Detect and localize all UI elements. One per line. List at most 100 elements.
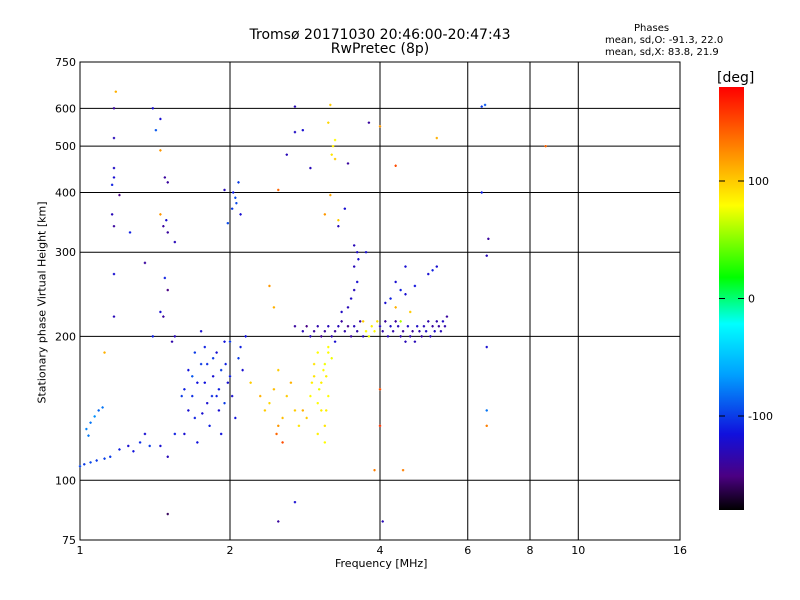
data-point xyxy=(301,330,305,333)
data-point xyxy=(239,213,242,216)
data-point xyxy=(411,330,414,333)
data-point xyxy=(399,320,402,323)
data-point xyxy=(199,362,203,366)
data-point xyxy=(485,424,488,428)
y-tick-label: 400 xyxy=(55,186,76,199)
data-point xyxy=(330,357,333,360)
data-point xyxy=(187,409,190,412)
data-point xyxy=(228,340,232,343)
phase-stats-heading: Phases xyxy=(634,23,670,34)
data-point xyxy=(112,166,116,170)
data-point xyxy=(340,320,343,323)
data-point xyxy=(110,183,114,187)
data-point xyxy=(376,320,379,323)
data-point xyxy=(333,330,337,333)
data-point xyxy=(215,394,218,398)
x-tick-label: 4 xyxy=(377,544,384,557)
data-point xyxy=(409,310,412,314)
data-point xyxy=(323,424,327,428)
data-point xyxy=(389,325,392,328)
y-tick-label: 500 xyxy=(55,140,76,153)
data-point xyxy=(394,306,397,309)
data-point xyxy=(128,231,132,234)
data-point xyxy=(272,388,276,391)
data-point xyxy=(293,500,297,504)
data-point xyxy=(485,345,488,349)
data-point xyxy=(483,103,487,107)
x-axis-label: Frequency [MHz] xyxy=(335,557,428,570)
data-point xyxy=(305,325,308,328)
data-point xyxy=(101,406,104,409)
data-point xyxy=(480,105,483,108)
data-point xyxy=(226,381,230,384)
data-point xyxy=(331,144,335,148)
x-ticks: 1 2 4 6 8 10 16 xyxy=(77,544,688,557)
data-point xyxy=(170,340,174,343)
data-point xyxy=(203,381,206,384)
data-point xyxy=(364,251,368,254)
data-point xyxy=(361,335,365,338)
data-point xyxy=(352,265,356,268)
data-point xyxy=(297,424,301,428)
data-point xyxy=(431,269,434,272)
data-point xyxy=(424,330,428,333)
data-point xyxy=(165,219,168,222)
data-point xyxy=(418,330,421,333)
data-point xyxy=(112,176,116,179)
data-point xyxy=(333,340,337,343)
data-point xyxy=(346,325,350,328)
data-point xyxy=(159,310,162,314)
data-point xyxy=(112,272,116,276)
y-tick-label: 75 xyxy=(62,534,76,547)
data-point xyxy=(206,362,209,366)
data-point xyxy=(301,128,305,132)
data-point xyxy=(439,330,443,333)
data-point xyxy=(323,213,327,216)
data-point xyxy=(127,444,130,448)
data-point xyxy=(312,330,316,333)
data-point xyxy=(378,424,382,428)
data-point xyxy=(327,121,330,124)
data-point xyxy=(289,381,293,384)
data-point xyxy=(148,444,151,448)
data-point xyxy=(103,457,106,460)
colorbar-label: [deg] xyxy=(717,70,755,86)
phase-stats-o: mean, sd,O: -91.3, 22.0 xyxy=(605,35,724,46)
data-point xyxy=(337,225,340,228)
data-point xyxy=(346,306,350,309)
data-point xyxy=(163,276,167,280)
data-point xyxy=(241,368,244,372)
data-point xyxy=(89,461,92,464)
y-tick-label: 300 xyxy=(55,246,76,259)
data-point xyxy=(217,388,221,391)
data-point xyxy=(381,520,384,523)
colorbar-tick-label: 100 xyxy=(748,175,769,188)
data-point xyxy=(103,351,106,354)
data-point xyxy=(441,320,445,323)
data-point xyxy=(404,265,407,268)
data-point xyxy=(95,459,98,462)
data-point xyxy=(367,121,371,124)
data-point xyxy=(429,335,432,338)
data-point xyxy=(401,330,405,333)
data-point xyxy=(196,381,199,384)
data-point xyxy=(277,520,280,523)
data-point xyxy=(206,401,209,405)
data-point xyxy=(401,468,405,472)
data-point xyxy=(118,193,121,197)
data-point xyxy=(316,351,319,354)
data-point xyxy=(118,448,121,451)
data-point xyxy=(183,388,186,391)
data-point xyxy=(420,335,423,338)
data-point xyxy=(208,424,211,428)
data-point xyxy=(224,362,227,366)
data-point xyxy=(112,315,116,318)
data-point xyxy=(409,335,412,338)
data-point xyxy=(112,136,116,140)
data-point xyxy=(151,335,155,338)
data-point xyxy=(422,325,426,328)
data-point xyxy=(327,351,330,354)
data-point xyxy=(309,335,312,338)
data-point xyxy=(312,362,316,366)
data-point xyxy=(293,325,297,328)
